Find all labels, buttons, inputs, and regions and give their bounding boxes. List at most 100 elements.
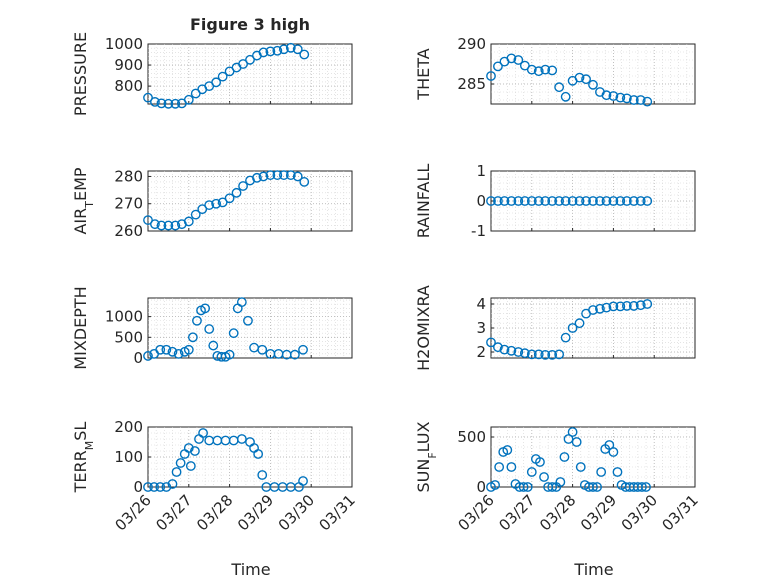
data-point [224, 193, 235, 204]
data-point [298, 476, 308, 486]
data-point [637, 482, 647, 492]
data-point [574, 72, 585, 83]
y-tick-label: 100 [114, 448, 143, 466]
data-point [204, 200, 215, 210]
y-tick-label: 0 [476, 192, 486, 210]
y-axis-label: MIXDEPTH [71, 286, 90, 369]
x-tick-label: 03/30 [618, 491, 661, 534]
data-point [596, 467, 607, 477]
data-point [156, 98, 167, 109]
y-tick-label: 1000 [105, 308, 143, 326]
data-point [547, 196, 558, 206]
data-point [236, 434, 247, 444]
data-point [161, 482, 172, 492]
y-tick-label: 0 [476, 478, 486, 496]
data-point [628, 196, 639, 206]
data-point [208, 340, 219, 351]
data-point [278, 170, 289, 180]
data-point [183, 443, 194, 453]
data-point [513, 55, 524, 65]
x-tick-label: 03/28 [193, 491, 236, 534]
data-point [539, 472, 549, 482]
data-point [612, 467, 623, 477]
data-point [595, 196, 605, 206]
data-point [161, 344, 172, 355]
data-point [243, 315, 253, 326]
data-point [167, 479, 178, 489]
x-tick-label: 03/26 [455, 491, 498, 534]
data-point [204, 324, 215, 334]
data-point [245, 54, 255, 65]
data-point [506, 53, 517, 64]
data-point [540, 64, 551, 75]
subplot-h2omixra: 2 3 4 H2OMIXRA [414, 285, 696, 371]
data-point [257, 344, 268, 355]
y-axis-label: AIRTEMP [71, 167, 96, 234]
data-point [211, 77, 222, 88]
data-point [143, 351, 153, 361]
x-tick-label: 03/28 [536, 491, 579, 534]
data-point [635, 196, 646, 206]
y-tick-label: 4 [476, 295, 486, 313]
data-point [502, 445, 513, 455]
data-point [588, 305, 598, 315]
data-point [493, 196, 503, 206]
y-tick-label: -1 [471, 222, 486, 240]
data-point [547, 65, 558, 76]
data-point [173, 348, 184, 359]
y-tick-label: 3 [476, 319, 486, 337]
data-point [167, 346, 178, 357]
data-point [285, 170, 296, 180]
y-tick-label: 270 [114, 195, 143, 213]
data-point [621, 301, 632, 311]
data-point [299, 49, 310, 60]
data-point [486, 71, 496, 81]
data-point [236, 297, 247, 308]
y-axis-label: PRESSURE [71, 32, 90, 116]
data-point [252, 172, 262, 183]
y-tick-label: 1 [476, 162, 486, 180]
data-point [526, 349, 537, 360]
data-point [526, 467, 537, 477]
figure-title: Figure 3 high [190, 15, 310, 34]
data-point [554, 82, 565, 93]
x-tick-label: 03/27 [495, 491, 538, 534]
data-point [156, 220, 167, 231]
data-point [183, 216, 194, 227]
data-point [518, 482, 529, 492]
y-tick-label: 500 [114, 328, 143, 346]
data-point [563, 434, 574, 444]
data-point [299, 177, 310, 187]
data-point [588, 482, 598, 492]
data-point [217, 197, 228, 208]
data-point [490, 480, 500, 490]
data-point [272, 170, 283, 180]
data-point [533, 66, 544, 77]
data-point [238, 181, 248, 191]
data-point [493, 61, 503, 72]
data-point [560, 332, 571, 343]
data-point [555, 477, 566, 487]
data-point [224, 349, 235, 360]
y-axis-label: SUNFLUX [414, 421, 439, 492]
data-point [547, 349, 558, 360]
y-tick-label: 2 [476, 343, 486, 361]
data-point [540, 349, 551, 360]
data-point [571, 437, 582, 447]
x-tick-label: 03/29 [234, 491, 277, 534]
data-point [621, 196, 632, 206]
data-point [278, 44, 289, 55]
data-point [493, 342, 503, 353]
y-tick-label: 200 [114, 418, 143, 436]
y-tick-label: 900 [114, 56, 143, 74]
data-point [608, 447, 619, 457]
data-point [535, 457, 545, 467]
data-point [198, 428, 208, 438]
data-point [171, 467, 182, 477]
data-point [601, 302, 612, 313]
data-point [228, 328, 239, 339]
data-point [185, 461, 196, 471]
data-point [567, 196, 578, 206]
data-point [628, 95, 639, 105]
data-point [211, 198, 222, 209]
